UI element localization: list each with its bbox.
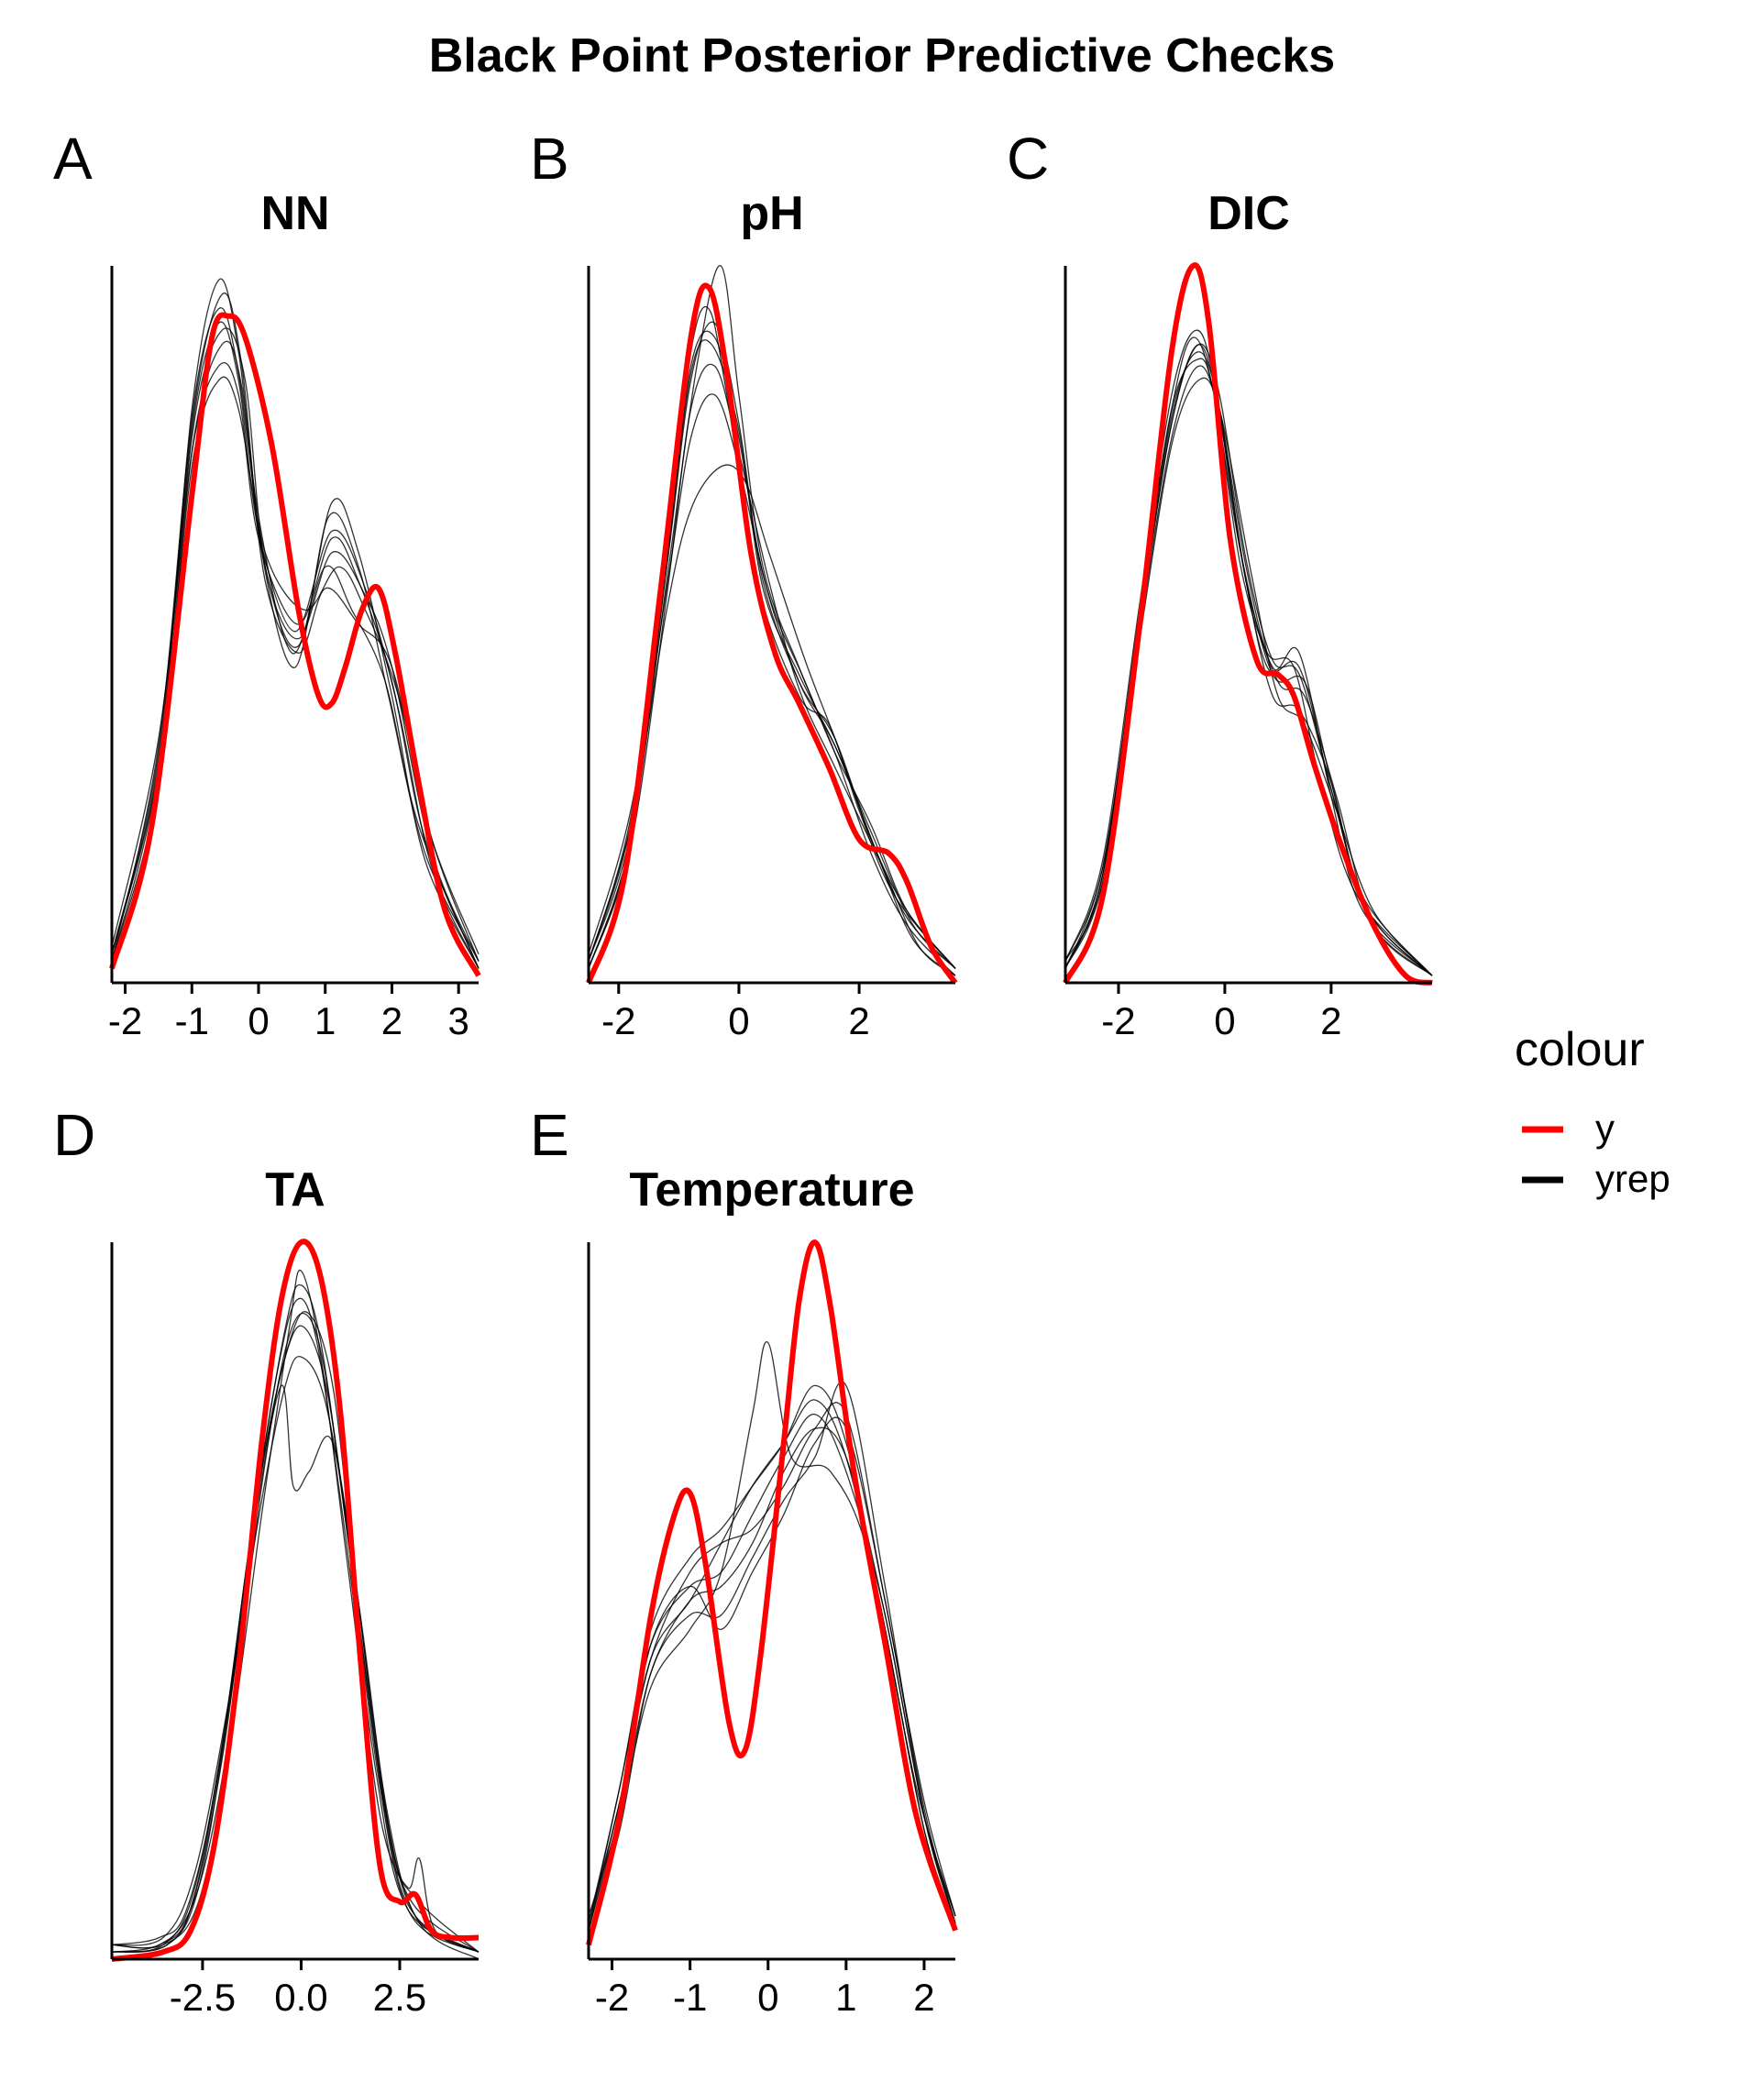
yrep-density-line xyxy=(1064,358,1433,976)
yrep-density-line xyxy=(111,307,480,969)
yrep-density-line xyxy=(1064,351,1433,976)
y-density-line xyxy=(586,1239,958,1946)
density-lines xyxy=(111,1239,480,1962)
yrep-density-line xyxy=(588,1341,956,1917)
x-tick-label: 2 xyxy=(1320,999,1341,1042)
panel-tag: D xyxy=(53,1102,95,1168)
panel-title: Temperature xyxy=(629,1163,914,1217)
y-density-line xyxy=(1063,262,1433,986)
x-tick-label: -2 xyxy=(1101,999,1135,1042)
legend-label-yrep: yrep xyxy=(1595,1157,1670,1200)
panel-title: pH xyxy=(740,187,803,240)
density-lines xyxy=(1063,262,1433,986)
yrep-density-line xyxy=(111,1325,480,1953)
yrep-density-line xyxy=(588,393,956,969)
y-density-line xyxy=(111,1239,480,1962)
yrep-density-line xyxy=(588,265,956,976)
density-lines xyxy=(586,1239,958,1946)
yrep-density-line xyxy=(111,1355,480,1953)
yrep-density-line xyxy=(111,1283,480,1953)
x-tick-label: -1 xyxy=(175,999,209,1042)
yrep-density-line xyxy=(1064,344,1433,976)
x-tick-label: 0 xyxy=(728,999,749,1042)
x-tick-label: 0 xyxy=(248,999,269,1042)
panel-tag: A xyxy=(53,126,93,192)
yrep-density-line xyxy=(588,339,956,969)
yrep-density-line xyxy=(111,327,480,962)
density-lines xyxy=(586,265,958,985)
x-tick-label: 2.5 xyxy=(373,1976,426,2019)
panel-tag: C xyxy=(1007,126,1049,192)
panel-a: A NN -2 -1 0 1 2 3 xyxy=(53,126,481,1042)
yrep-density-line xyxy=(1064,377,1433,976)
yrep-density-line xyxy=(111,376,480,954)
figure-title: Black Point Posterior Predictive Checks xyxy=(429,29,1335,83)
x-tick-label: 0.0 xyxy=(274,1976,327,2019)
panels: A NN -2 -1 0 1 2 3 BpH -2 0 2 C DIC -2 0 2 D TA -2.5 0.0 2.5 E… xyxy=(53,126,1433,2019)
density-lines xyxy=(109,278,481,977)
yrep-density-line xyxy=(1064,329,1433,976)
x-tick-label: -2 xyxy=(108,999,142,1042)
panel-b: BpH -2 0 2 xyxy=(530,126,958,1042)
panel-c: C DIC -2 0 2 xyxy=(1007,126,1433,1042)
yrep-density-line xyxy=(588,330,956,976)
x-tick-label: -1 xyxy=(673,1976,707,2019)
x-tick-label: 0 xyxy=(757,1976,778,2019)
yrep-density-line xyxy=(111,1384,480,1953)
yrep-density-line xyxy=(1064,336,1433,976)
y-density-line xyxy=(586,282,958,985)
panel-title: DIC xyxy=(1207,187,1290,240)
panel-tag: E xyxy=(530,1102,569,1168)
x-tick-label: 2 xyxy=(381,999,402,1042)
y-density-line xyxy=(109,312,481,977)
yrep-density-line xyxy=(111,1269,480,1953)
x-tick-label: 1 xyxy=(835,1976,856,2019)
panel-tag: B xyxy=(530,126,569,192)
x-tick-label: 2 xyxy=(913,1976,934,2019)
x-tick-label: 1 xyxy=(314,999,336,1042)
yrep-density-line xyxy=(111,1297,480,1953)
x-tick-label: 2 xyxy=(848,999,869,1042)
yrep-density-line xyxy=(111,1311,480,1960)
legend: colour y yrep xyxy=(1515,1023,1670,1200)
yrep-density-line xyxy=(111,340,480,969)
yrep-density-line xyxy=(111,292,480,962)
panel-title: NN xyxy=(260,187,329,240)
yrep-density-line xyxy=(588,363,956,976)
x-tick-label: 3 xyxy=(448,999,469,1042)
yrep-density-line xyxy=(111,361,480,969)
yrep-density-line xyxy=(1064,343,1433,976)
legend-label-y: y xyxy=(1595,1107,1615,1150)
yrep-density-line xyxy=(111,1312,480,1953)
x-tick-label: -2 xyxy=(601,999,635,1042)
legend-title: colour xyxy=(1515,1023,1645,1076)
x-tick-label: -2.5 xyxy=(170,1976,236,2019)
panel-d: D TA -2.5 0.0 2.5 xyxy=(53,1102,480,2019)
panel-e: E Temperature -2 -1 0 1 2 xyxy=(530,1102,958,2019)
yrep-density-line xyxy=(111,321,480,969)
x-tick-label: 0 xyxy=(1214,999,1235,1042)
panel-title: TA xyxy=(265,1163,325,1217)
yrep-density-line xyxy=(1064,365,1433,976)
x-tick-label: -2 xyxy=(595,1976,629,2019)
